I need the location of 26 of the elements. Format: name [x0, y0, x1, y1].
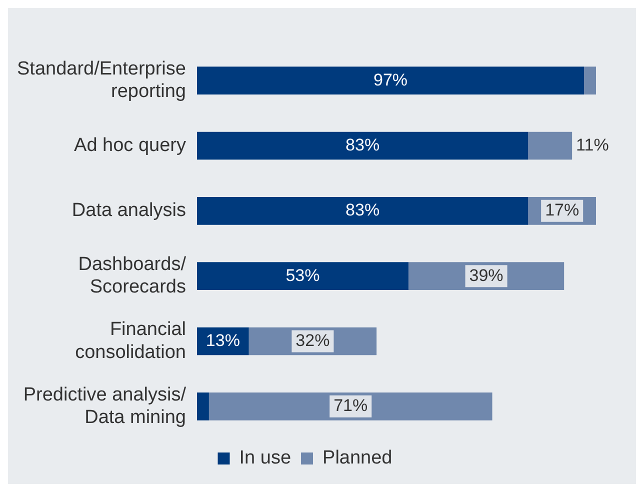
data-label: 71% — [334, 396, 368, 416]
data-label: 13% — [206, 330, 240, 350]
data-label: 83% — [346, 200, 380, 220]
bar — [196, 66, 584, 95]
y-tick-label: Predictive analysis/ Data mining — [23, 384, 187, 428]
y-tick-label: Dashboards/ Scorecards — [78, 254, 187, 298]
data-label: 97% — [373, 70, 408, 90]
bar — [208, 392, 492, 420]
data-label: 17% — [545, 200, 580, 220]
y-tick-label: Financial consolidation — [75, 319, 186, 363]
bar — [196, 262, 408, 290]
legend-label: In use — [239, 448, 292, 469]
bar — [528, 132, 572, 160]
y-tick-label: Ad hoc query — [74, 134, 186, 156]
legend-label: Planned — [322, 448, 392, 469]
data-label: 11% — [576, 135, 609, 154]
data-label: 32% — [296, 330, 330, 350]
bar — [584, 66, 596, 95]
y-tick-label: Data analysis — [72, 200, 186, 222]
bar — [196, 196, 528, 225]
bar — [196, 132, 528, 160]
data-label: 39% — [469, 266, 504, 285]
data-label: 83% — [346, 135, 380, 154]
bar — [196, 392, 209, 420]
y-tick-label: Standard/Enterprise reporting — [16, 58, 186, 102]
data-label: 53% — [286, 266, 320, 285]
